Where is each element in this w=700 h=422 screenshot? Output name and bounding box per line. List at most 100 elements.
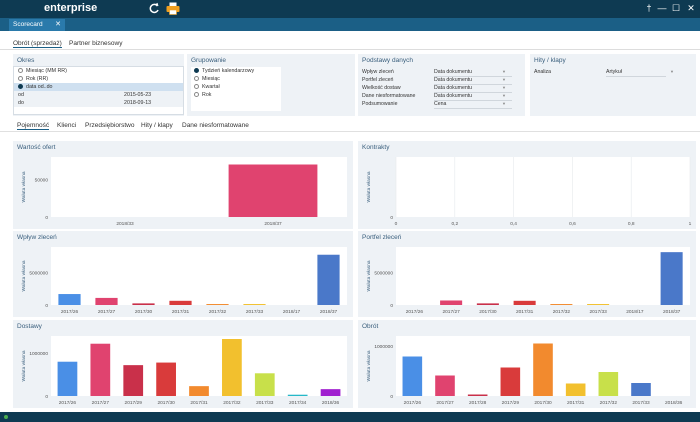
x-tick-label: 2017/27 (442, 309, 460, 315)
date-from-input[interactable]: 2015-05-23 (124, 92, 152, 98)
grupowanie-option[interactable]: Miesiąc (191, 75, 281, 83)
tab-hity-klapy[interactable]: Hity / klapy (141, 122, 173, 129)
bar (660, 252, 683, 305)
bar (254, 373, 275, 396)
bar (513, 300, 536, 305)
podstawy-row[interactable]: Podsumowanie Cena ▼ (362, 100, 529, 109)
subtab-partner[interactable]: Partner biznesowy (69, 40, 123, 47)
sub-tab-bar: Obrót (sprzedaż) Partner biznesowy (0, 38, 700, 50)
maximize-button[interactable]: ☐ (671, 3, 681, 13)
y-tick-label: 0 (45, 394, 48, 400)
okres-option[interactable]: data od..do (14, 83, 183, 91)
podstawy-select[interactable]: Data dokumentu (434, 68, 512, 77)
grupowanie-option[interactable]: Tydzień kalendarzowy (191, 67, 281, 75)
tab-pojemnosc[interactable]: Pojemność (17, 122, 50, 130)
x-tick-label: 2017/30 (479, 309, 497, 315)
podstawy-row[interactable]: Wpływ zleceń Data dokumentu ▼ (362, 68, 529, 77)
x-tick-label: 0,4 (510, 221, 517, 227)
x-tick-label: 2017/31 (567, 400, 585, 406)
analiza-select[interactable]: Artykuł (606, 68, 666, 77)
x-tick-label: 2017/28 (469, 400, 487, 406)
y-tick-label: 0 (390, 215, 393, 221)
okres-option[interactable]: Miesiąc (MM RR) (14, 67, 183, 75)
date-to-row: do 2018-09-13 (14, 99, 183, 107)
podstawy-row[interactable]: Dane niesformatowane Data dokumentu ▼ (362, 92, 529, 101)
chevron-down-icon[interactable]: ▼ (502, 77, 506, 82)
bar (222, 339, 242, 396)
okres-option[interactable]: Rok (RR) (14, 75, 183, 83)
chevron-down-icon[interactable]: ▼ (502, 93, 506, 98)
podstawy-select[interactable]: Data dokumentu (434, 84, 512, 93)
x-tick-label: 2017/26 (59, 400, 77, 406)
y-tick-label: 0 (390, 303, 393, 309)
podstawy-row[interactable]: Wielkość dostaw Data dokumentu ▼ (362, 84, 529, 93)
x-tick-label: 0,8 (628, 221, 635, 227)
radio-icon[interactable] (18, 84, 23, 90)
chevron-down-icon[interactable]: ▼ (502, 69, 506, 74)
chart-title: Wartość ofert (17, 144, 56, 151)
grupowanie-title: Grupowanie (191, 57, 227, 64)
radio-icon[interactable] (194, 76, 199, 82)
x-tick-label: 2018/17 (626, 309, 644, 315)
x-tick-label: 2018/37 (663, 309, 681, 315)
radio-icon[interactable] (194, 92, 199, 98)
x-tick-label: 2017/27 (98, 309, 116, 315)
x-tick-label: 2017/27 (436, 400, 454, 406)
y-tick-label: 0 (45, 215, 48, 221)
podstawy-select[interactable]: Cena (434, 100, 512, 109)
hity-title: Hity / klapy (534, 57, 566, 64)
x-tick-label: 2017/26 (406, 309, 424, 315)
hity-panel: Hity / klapy Analiza Artykuł ▼ (530, 54, 696, 116)
x-tick-label: 2017/29 (125, 400, 143, 406)
y-tick-label: 1000000 (374, 344, 393, 350)
radio-icon[interactable] (18, 68, 23, 74)
grupowanie-options: Tydzień kalendarzowy Miesiąc Kwartał Rok (191, 67, 281, 111)
x-tick-label: 2018/33 (116, 221, 134, 227)
x-tick-label: 2017/33 (246, 309, 264, 315)
analiza-row[interactable]: Analiza Artykuł ▼ (534, 68, 674, 77)
bar (320, 389, 341, 396)
x-tick-label: 2017/27 (92, 400, 110, 406)
y-tick-label: 50000 (35, 177, 49, 183)
x-tick-label: 2017/26 (404, 400, 422, 406)
okres-options: Miesiąc (MM RR) Rok (RR) data od..do od 2… (13, 66, 184, 115)
tab-przedsiebiorstwo[interactable]: Przedsiębiorstwo (85, 122, 135, 129)
tab-klienci[interactable]: Klienci (57, 122, 77, 129)
app-title: enterprise (44, 2, 98, 14)
minimize-button[interactable]: — (657, 3, 667, 13)
radio-icon[interactable] (194, 84, 199, 90)
x-tick-label: 2018/36 (322, 400, 340, 406)
chevron-down-icon[interactable]: ▼ (670, 69, 674, 74)
chart-title: Kontrakty (362, 144, 390, 151)
close-button[interactable]: ✕ (687, 3, 695, 13)
close-icon[interactable]: ✕ (55, 21, 61, 28)
radio-icon[interactable] (18, 76, 23, 82)
date-to-input[interactable]: 2018-09-13 (124, 100, 152, 106)
pin-icon[interactable]: † (646, 3, 652, 13)
tab-dane-niesformatowane[interactable]: Dane niesformatowane (182, 122, 249, 129)
podstawy-row[interactable]: Portfel zleceń Data dokumentu ▼ (362, 76, 529, 85)
tab-scorecard[interactable]: Scorecard ✕ (9, 19, 65, 31)
bar (476, 303, 499, 305)
grupowanie-option[interactable]: Kwartał (191, 83, 281, 91)
bar (500, 367, 521, 396)
printer-icon[interactable] (166, 2, 180, 15)
podstawy-select[interactable]: Data dokumentu (434, 76, 512, 85)
x-tick-label: 2017/33 (589, 309, 607, 315)
chart-title: Obrót (362, 323, 379, 330)
x-tick-label: 2017/30 (157, 400, 175, 406)
bar (243, 304, 266, 305)
x-tick-label: 1 (689, 221, 692, 227)
x-tick-label: 2017/30 (135, 309, 153, 315)
x-tick-label: 2017/32 (553, 309, 571, 315)
subtab-obrot[interactable]: Obrót (sprzedaż) (13, 40, 62, 48)
y-axis-label: Waluta własna (21, 350, 27, 381)
podstawy-select[interactable]: Data dokumentu (434, 92, 512, 101)
grupowanie-option[interactable]: Rok (191, 91, 281, 99)
chart-panel-dostawy: Dostawy Waluta własna 0 1000000 2017/26 2017… (13, 320, 353, 408)
chevron-down-icon[interactable]: ▼ (502, 101, 506, 106)
chevron-down-icon[interactable]: ▼ (502, 85, 506, 90)
refresh-icon[interactable] (148, 2, 160, 15)
radio-icon[interactable] (194, 68, 199, 74)
x-tick-label: 2018/37 (320, 309, 338, 315)
